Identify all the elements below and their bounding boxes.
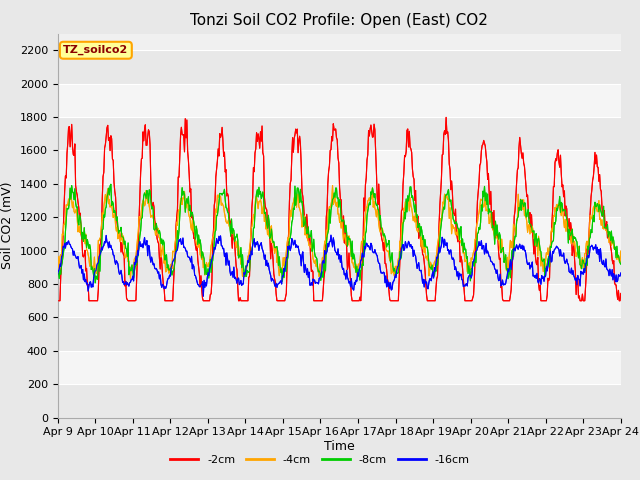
Bar xyxy=(58,184,621,217)
-2cm xyxy=(179,132,187,138)
Bar xyxy=(58,84,621,117)
Line: -4cm: -4cm xyxy=(58,186,621,278)
-2cm xyxy=(424,298,432,304)
-4cm xyxy=(122,255,129,261)
Bar xyxy=(58,251,621,284)
-16cm xyxy=(617,270,625,276)
Y-axis label: Soil CO2 (mV): Soil CO2 (mV) xyxy=(1,182,14,269)
-8cm xyxy=(180,191,188,197)
Line: -2cm: -2cm xyxy=(58,118,621,301)
-8cm xyxy=(92,280,99,286)
Bar xyxy=(58,217,621,251)
-4cm xyxy=(64,202,72,207)
-8cm xyxy=(64,206,72,212)
Bar xyxy=(58,284,621,317)
-8cm xyxy=(617,261,625,267)
-2cm xyxy=(64,140,72,146)
X-axis label: Time: Time xyxy=(324,440,355,453)
-8cm xyxy=(124,253,131,259)
-4cm xyxy=(54,270,61,276)
-8cm xyxy=(410,197,417,203)
-8cm xyxy=(426,264,433,270)
Bar xyxy=(58,50,621,84)
-2cm xyxy=(408,150,415,156)
-16cm xyxy=(64,240,72,245)
-8cm xyxy=(107,181,115,187)
-16cm xyxy=(54,272,61,277)
-16cm xyxy=(410,253,417,259)
-16cm xyxy=(327,232,335,238)
-4cm xyxy=(329,183,337,189)
Text: TZ_soilco2: TZ_soilco2 xyxy=(63,45,129,55)
-2cm xyxy=(209,239,216,244)
Bar xyxy=(58,317,621,351)
-16cm xyxy=(426,276,433,282)
-8cm xyxy=(211,240,218,246)
-4cm xyxy=(210,233,218,239)
-2cm xyxy=(54,298,61,304)
Title: Tonzi Soil CO2 Profile: Open (East) CO2: Tonzi Soil CO2 Profile: Open (East) CO2 xyxy=(190,13,488,28)
-16cm xyxy=(179,235,187,241)
-4cm xyxy=(127,276,134,281)
-4cm xyxy=(617,248,625,254)
-4cm xyxy=(180,196,188,202)
Line: -8cm: -8cm xyxy=(58,184,621,283)
-4cm xyxy=(410,218,417,224)
-16cm xyxy=(200,293,207,299)
Bar xyxy=(58,117,621,150)
Bar xyxy=(58,384,621,418)
-2cm xyxy=(442,115,450,120)
-4cm xyxy=(426,267,433,273)
Line: -16cm: -16cm xyxy=(58,235,621,296)
-16cm xyxy=(210,251,218,257)
Bar xyxy=(58,150,621,184)
-8cm xyxy=(54,272,61,277)
Legend: -2cm, -4cm, -8cm, -16cm: -2cm, -4cm, -8cm, -16cm xyxy=(166,451,474,469)
-2cm xyxy=(617,290,625,296)
-2cm xyxy=(122,278,129,284)
Bar xyxy=(58,351,621,384)
-16cm xyxy=(122,278,129,284)
